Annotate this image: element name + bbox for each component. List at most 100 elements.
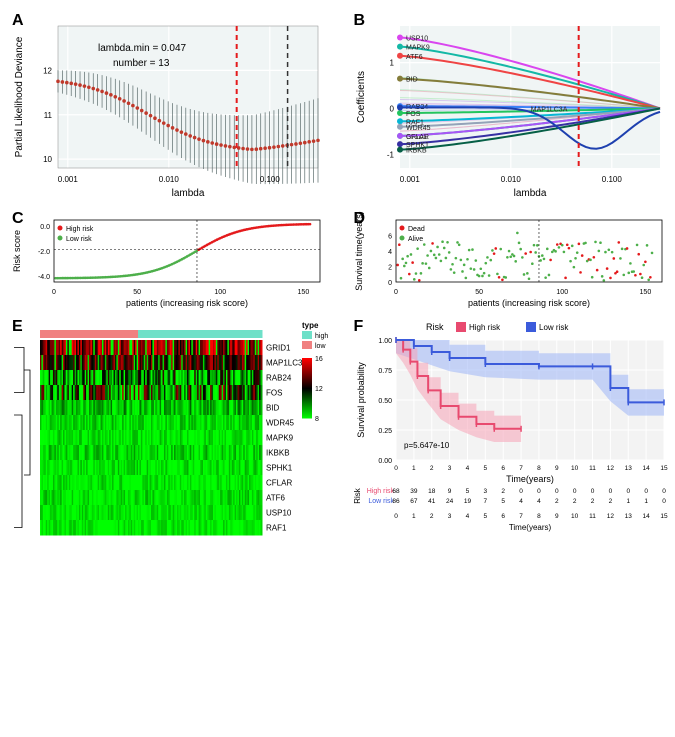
svg-text:USP10: USP10 bbox=[266, 509, 292, 518]
svg-text:number = 13: number = 13 bbox=[113, 58, 170, 69]
svg-text:patients (increasing risk scor: patients (increasing risk score) bbox=[126, 298, 248, 308]
svg-text:0: 0 bbox=[590, 488, 594, 495]
svg-text:11: 11 bbox=[589, 513, 596, 520]
svg-text:6: 6 bbox=[501, 513, 505, 520]
svg-text:1: 1 bbox=[626, 498, 630, 505]
svg-text:15: 15 bbox=[660, 465, 668, 472]
svg-text:Survival probability: Survival probability bbox=[356, 362, 366, 438]
svg-text:11: 11 bbox=[589, 465, 596, 472]
svg-text:150: 150 bbox=[639, 289, 651, 296]
svg-text:13: 13 bbox=[624, 513, 632, 520]
svg-text:0: 0 bbox=[626, 488, 630, 495]
svg-text:18: 18 bbox=[428, 488, 436, 495]
svg-text:MAPK9: MAPK9 bbox=[266, 434, 294, 443]
svg-text:CFLAR: CFLAR bbox=[266, 479, 292, 488]
svg-text:50: 50 bbox=[475, 289, 483, 296]
svg-text:Risk: Risk bbox=[426, 322, 444, 332]
svg-text:4: 4 bbox=[388, 249, 392, 256]
svg-text:0: 0 bbox=[537, 488, 541, 495]
svg-text:Alive: Alive bbox=[408, 236, 423, 243]
svg-text:type: type bbox=[302, 321, 319, 330]
svg-text:0: 0 bbox=[394, 513, 398, 520]
panel-D-svg: DeadAlive0501001500246patients (increasi… bbox=[352, 208, 672, 308]
svg-text:1: 1 bbox=[644, 498, 648, 505]
svg-text:2: 2 bbox=[429, 513, 433, 520]
svg-text:0.50: 0.50 bbox=[378, 398, 392, 405]
svg-text:Coefficients: Coefficients bbox=[356, 71, 367, 123]
panel-D: D DeadAlive0501001500246patients (increa… bbox=[352, 208, 675, 308]
svg-text:0.25: 0.25 bbox=[378, 428, 392, 435]
svg-text:86: 86 bbox=[392, 498, 400, 505]
panel-A: A lambda.min = 0.047number = 130.0010.01… bbox=[10, 10, 344, 200]
svg-text:2: 2 bbox=[429, 465, 433, 472]
svg-text:lambda.min = 0.047: lambda.min = 0.047 bbox=[98, 43, 187, 54]
svg-text:-4.0: -4.0 bbox=[38, 274, 50, 281]
svg-text:Low risk: Low risk bbox=[368, 498, 394, 505]
svg-text:12: 12 bbox=[606, 513, 614, 520]
svg-text:67: 67 bbox=[410, 498, 418, 505]
svg-text:3: 3 bbox=[483, 488, 487, 495]
svg-text:RAF1: RAF1 bbox=[266, 524, 287, 533]
svg-text:8: 8 bbox=[315, 416, 319, 423]
svg-text:high: high bbox=[315, 333, 328, 340]
svg-text:2: 2 bbox=[608, 498, 612, 505]
svg-text:0.0: 0.0 bbox=[40, 224, 50, 231]
svg-text:7: 7 bbox=[519, 513, 523, 520]
svg-text:Low risk: Low risk bbox=[539, 323, 569, 332]
svg-text:6: 6 bbox=[388, 234, 392, 241]
svg-text:5: 5 bbox=[483, 465, 487, 472]
svg-text:0: 0 bbox=[554, 488, 558, 495]
svg-text:16: 16 bbox=[315, 356, 323, 363]
svg-text:MAP1LC3A: MAP1LC3A bbox=[530, 106, 567, 113]
svg-text:0: 0 bbox=[644, 488, 648, 495]
svg-text:0: 0 bbox=[662, 498, 666, 505]
svg-text:0: 0 bbox=[52, 289, 56, 296]
svg-text:7: 7 bbox=[483, 498, 487, 505]
svg-text:BID: BID bbox=[406, 77, 418, 84]
svg-text:4: 4 bbox=[537, 498, 541, 505]
svg-text:low: low bbox=[315, 343, 326, 350]
svg-text:2: 2 bbox=[554, 498, 558, 505]
svg-text:14: 14 bbox=[642, 465, 650, 472]
svg-text:1: 1 bbox=[412, 465, 416, 472]
svg-text:1.00: 1.00 bbox=[378, 338, 392, 345]
svg-text:Dead: Dead bbox=[408, 226, 425, 233]
svg-text:0: 0 bbox=[394, 465, 398, 472]
svg-text:0.100: 0.100 bbox=[260, 175, 281, 184]
svg-text:13: 13 bbox=[624, 465, 632, 472]
svg-text:8: 8 bbox=[537, 513, 541, 520]
svg-text:9: 9 bbox=[447, 488, 451, 495]
svg-text:Risk score: Risk score bbox=[12, 230, 22, 272]
svg-text:lambda: lambda bbox=[172, 188, 205, 199]
figure-grid: A lambda.min = 0.047number = 130.0010.01… bbox=[10, 10, 675, 541]
svg-text:150: 150 bbox=[298, 289, 310, 296]
svg-text:41: 41 bbox=[428, 498, 436, 505]
svg-text:5: 5 bbox=[501, 498, 505, 505]
svg-text:100: 100 bbox=[556, 289, 568, 296]
svg-text:2: 2 bbox=[572, 498, 576, 505]
svg-text:p=5.647e-10: p=5.647e-10 bbox=[404, 441, 450, 450]
svg-text:3: 3 bbox=[447, 513, 451, 520]
svg-text:0: 0 bbox=[662, 488, 666, 495]
panel-C-label: C bbox=[12, 210, 24, 228]
svg-text:2: 2 bbox=[501, 488, 505, 495]
svg-text:19: 19 bbox=[463, 498, 471, 505]
svg-text:3: 3 bbox=[447, 465, 451, 472]
svg-text:ATF6: ATF6 bbox=[406, 54, 423, 61]
svg-text:68: 68 bbox=[392, 488, 400, 495]
svg-text:-1: -1 bbox=[386, 150, 394, 159]
svg-text:ATF6: ATF6 bbox=[266, 494, 286, 503]
svg-text:10: 10 bbox=[571, 465, 579, 472]
svg-text:USP10: USP10 bbox=[406, 35, 428, 42]
svg-text:12: 12 bbox=[43, 66, 52, 75]
svg-text:Partial Likelihood Deviance: Partial Likelihood Deviance bbox=[14, 36, 25, 157]
panel-B-label: B bbox=[354, 12, 366, 30]
svg-text:0: 0 bbox=[388, 280, 392, 287]
svg-text:IKBKB: IKBKB bbox=[266, 449, 290, 458]
svg-text:50: 50 bbox=[133, 289, 141, 296]
svg-text:12: 12 bbox=[315, 386, 323, 393]
svg-text:High risk: High risk bbox=[66, 226, 94, 233]
svg-text:39: 39 bbox=[410, 488, 418, 495]
panel-F: F RiskHigh riskLow riskp=5.647e-10012345… bbox=[352, 316, 675, 541]
svg-text:Time(years): Time(years) bbox=[508, 523, 551, 532]
